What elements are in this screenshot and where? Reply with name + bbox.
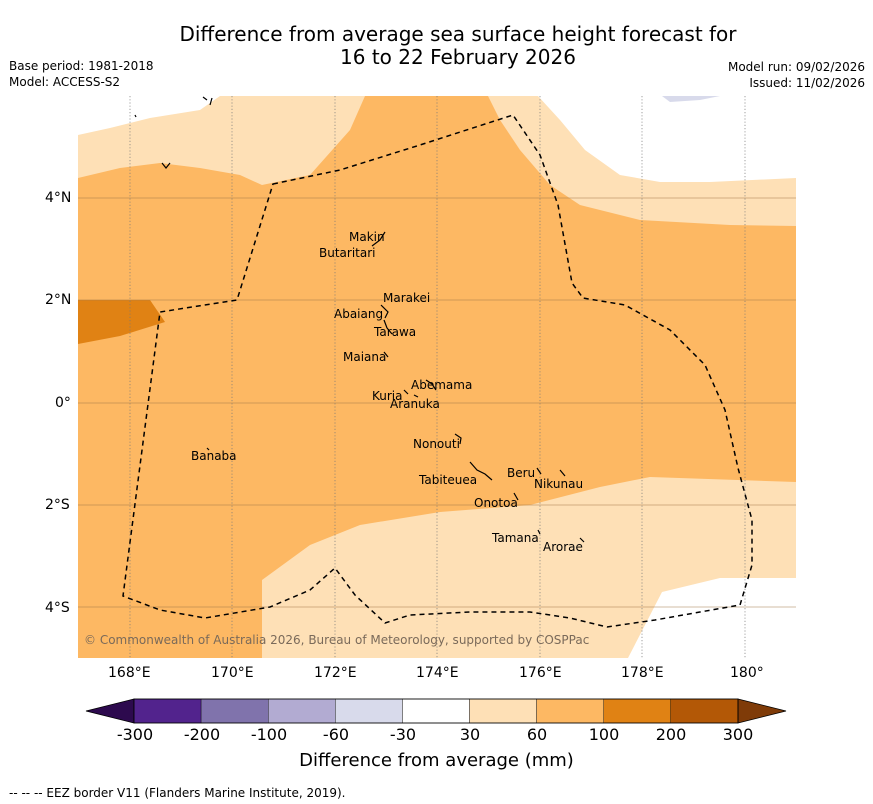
x-tick-label: 176°E [519,665,562,681]
place-label-maiana: Maiana [343,350,387,364]
colorbar-tick-label: -200 [183,725,221,744]
x-tick-label: 168°E [108,665,151,681]
colorbar-cell [603,698,672,724]
colorbar-cell [200,698,269,724]
place-label-tarawa: Tarawa [374,325,417,339]
y-tick-label: 4°N [45,190,72,206]
place-label-banaba: Banaba [191,449,237,463]
colorbar-low-extend [85,698,135,724]
place-label-onotoa: Onotoa [474,496,518,510]
colorbar-label: Difference from average (mm) [299,750,574,771]
y-tick-label: 0° [55,395,71,411]
place-label-tabiteuea: Tabiteuea [419,473,478,487]
colorbar [85,698,787,724]
colorbar-cell [670,698,739,724]
colorbar-tick-label: -100 [250,725,288,744]
place-label-arorae: Arorae [543,540,583,554]
colorbar-tick-label: 60 [526,725,548,744]
place-label-beru: Beru [507,466,536,480]
y-tick-label: 2°S [45,497,70,513]
colorbar-high-extend [737,698,787,724]
colorbar-tick-label: 200 [655,725,687,744]
place-label-makin: Makin [349,230,385,244]
x-tick-label: 180° [730,665,764,681]
title-line-2: 16 to 22 February 2026 [340,45,576,69]
x-tick-label: 172°E [314,665,357,681]
latitude-gridlines [78,197,796,608]
island-makin-butaritari-shape [371,231,386,247]
anomaly-neutral-region-north-west [78,96,220,135]
place-label-abemama: Abemama [411,378,473,392]
x-tick-label: 170°E [211,665,254,681]
island-tabiteuea-shape [469,461,493,481]
colorbar-cell [268,698,336,724]
colorbar-cell [402,698,470,724]
colorbar-tick-label: -300 [116,725,154,744]
colorbar-cell [335,698,403,724]
colorbar-cell [469,698,537,724]
place-label-tamana: Tamana [492,531,539,545]
island-tarawa-shape [383,319,393,335]
colorbar-tick-label: 30 [459,725,481,744]
y-tick-label: 4°S [45,600,70,616]
anomaly-neutral-region-north-east [538,96,796,182]
anomaly-30-60-region-north-west [78,96,365,185]
island-maiana-shape [383,351,389,358]
place-label-kuria: Kuria [372,389,403,403]
anomaly-negative-region-north-east [662,96,720,102]
island-abaiang-shape [380,304,389,319]
issued-label: Issued: 11/02/2026 [749,76,865,90]
island-nonouti-shape [454,433,462,445]
island-kuria-aranuka-shape [403,389,419,398]
island-beru-nikunau-shape [536,467,566,477]
x-tick-label: 178°E [621,665,664,681]
place-label-nikunau: Nikunau [534,477,584,491]
island-abemama-shape [425,379,437,391]
colorbar-tick-label: -60 [322,725,350,744]
place-label-abaiang: Abaiang [334,307,384,321]
anomaly-100-200-region-west [78,300,165,344]
colorbar-cell [536,698,604,724]
title-line-1: Difference from average sea surface heig… [179,22,737,46]
eez-border [122,114,753,628]
y-tick-label: 2°N [45,292,72,308]
colorbar-tick-label: -30 [389,725,417,744]
copyright-notice: © Commonwealth of Australia 2026, Bureau… [84,633,590,647]
place-label-butaritari: Butaritari [319,246,376,260]
island-tamana-arorae-shape [537,529,585,543]
place-label-aranuka: Aranuka [390,397,440,411]
island-outlines [134,96,585,543]
longitude-gridlines [129,96,746,658]
colorbar-tick-label: 300 [722,725,754,744]
colorbar-tick-label: 100 [588,725,620,744]
colorbar-frame [133,698,739,724]
place-label-marakei: Marakei [383,291,431,305]
colorbar-cell [133,698,202,724]
anomaly-neutral-region-south-east [628,578,796,658]
island-onotoa-shape [513,492,519,501]
model-label: Model: ACCESS-S2 [9,75,121,89]
island-misc-shapes [134,96,213,451]
place-label-nonouti: Nonouti [413,437,460,451]
x-tick-label: 174°E [416,665,459,681]
model-run-label: Model run: 09/02/2026 [727,60,865,74]
base-period-label: Base period: 1981-2018 [9,59,154,73]
eez-border-legend: -- -- -- EEZ border V11 (Flanders Marine… [9,786,346,800]
